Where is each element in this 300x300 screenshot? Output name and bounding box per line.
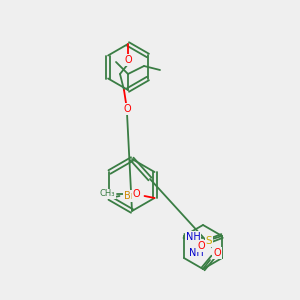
Text: O: O [133, 189, 140, 199]
Text: O: O [124, 55, 132, 65]
Text: S: S [206, 236, 212, 246]
Text: NH: NH [186, 232, 200, 242]
Text: O: O [213, 248, 221, 258]
Text: O: O [197, 241, 205, 251]
Text: NH: NH [189, 248, 203, 258]
Text: CH₃: CH₃ [100, 190, 115, 199]
Text: Br: Br [124, 191, 135, 201]
Text: O: O [123, 104, 131, 114]
